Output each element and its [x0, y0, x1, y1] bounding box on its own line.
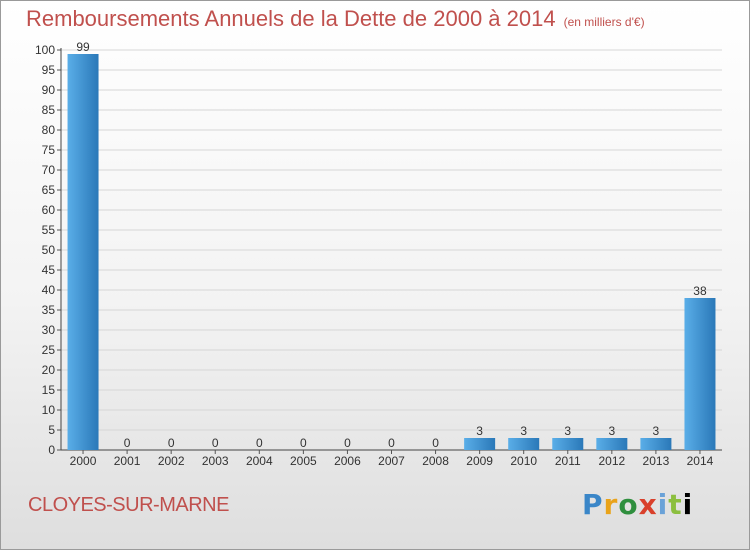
data-label: 0	[124, 436, 131, 450]
data-label: 3	[653, 424, 660, 438]
axes	[57, 48, 722, 454]
y-tick-label: 10	[42, 403, 56, 417]
bar	[552, 438, 584, 450]
logo-letter: r	[603, 488, 619, 521]
chart-unit-label: (en milliers d'€)	[563, 15, 645, 29]
logo-letter: P	[582, 488, 604, 521]
chart-title: Remboursements Annuels de la Dette de 20…	[26, 6, 645, 32]
data-label: 3	[520, 424, 527, 438]
logo-letter: x	[638, 488, 658, 521]
proxiti-logo: Proxiti	[582, 488, 693, 521]
city-name: CLOYES-SUR-MARNE	[28, 494, 229, 516]
x-tick-label: 2000	[70, 454, 97, 468]
y-tick-label: 30	[42, 323, 56, 337]
y-tick-label: 35	[42, 303, 56, 317]
y-tick-label: 40	[42, 283, 56, 297]
bar	[596, 438, 628, 450]
data-label: 3	[476, 424, 483, 438]
y-tick-label: 15	[42, 383, 56, 397]
grid-lines	[61, 49, 722, 451]
y-tick-label: 45	[42, 263, 56, 277]
data-label: 99	[76, 40, 90, 54]
x-tick-label: 2007	[378, 454, 405, 468]
chart-title-text: Remboursements Annuels de la Dette de 20…	[26, 6, 556, 31]
bar	[464, 438, 496, 450]
data-label: 0	[344, 436, 351, 450]
x-tick-label: 2014	[687, 454, 714, 468]
data-label: 38	[693, 284, 707, 298]
y-tick-label: 20	[42, 363, 56, 377]
data-label: 0	[168, 436, 175, 450]
y-tick-label: 25	[42, 343, 56, 357]
data-label: 0	[432, 436, 439, 450]
y-tick-label: 5	[48, 423, 55, 437]
data-label: 0	[388, 436, 395, 450]
bars	[67, 54, 716, 450]
bar	[67, 54, 99, 450]
data-label: 0	[300, 436, 307, 450]
y-tick-label: 80	[42, 123, 56, 137]
y-tick-label: 90	[42, 83, 56, 97]
y-tick-label: 95	[42, 63, 56, 77]
logo-letter: o	[618, 488, 639, 521]
bar	[684, 298, 716, 450]
x-tick-label: 2002	[158, 454, 185, 468]
x-tick-label: 2010	[510, 454, 537, 468]
logo-letter: i	[682, 488, 694, 521]
x-tick-label: 2013	[643, 454, 670, 468]
x-tick-label: 2008	[422, 454, 449, 468]
x-tick-label: 2003	[202, 454, 229, 468]
x-tick-label: 2001	[114, 454, 141, 468]
data-label: 3	[564, 424, 571, 438]
y-tick-label: 0	[48, 443, 55, 457]
y-tick-label: 75	[42, 143, 56, 157]
x-tick-label: 2004	[246, 454, 273, 468]
bar	[508, 438, 540, 450]
y-tick-label: 50	[42, 243, 56, 257]
data-label: 0	[212, 436, 219, 450]
x-tick-label: 2009	[466, 454, 493, 468]
x-tick-label: 2011	[555, 454, 581, 468]
y-tick-label: 85	[42, 103, 56, 117]
y-tick-label: 100	[35, 43, 55, 57]
x-tick-label: 2012	[598, 454, 625, 468]
labels: 0510152025303540455055606570758085909510…	[35, 40, 714, 468]
x-tick-label: 2005	[290, 454, 317, 468]
data-label: 3	[608, 424, 615, 438]
y-tick-label: 65	[42, 183, 56, 197]
bar	[640, 438, 672, 450]
y-tick-label: 55	[42, 223, 56, 237]
y-tick-label: 70	[42, 163, 56, 177]
data-label: 0	[256, 436, 263, 450]
logo-letter: t	[668, 488, 683, 521]
x-tick-label: 2006	[334, 454, 361, 468]
y-tick-label: 60	[42, 203, 56, 217]
logo-letter: i	[657, 488, 669, 521]
